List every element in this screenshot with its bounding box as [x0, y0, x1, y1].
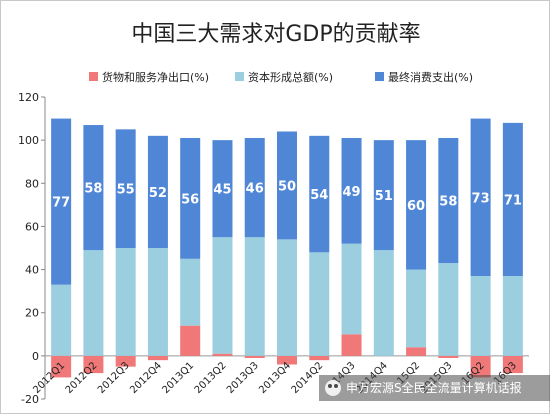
- bar-segment: [244, 355, 265, 359]
- y-tick-label: -20: [21, 393, 39, 406]
- legend-label: 资本形成总额(%): [248, 70, 333, 84]
- chart-title: 中国三大需求对GDP的贡献率: [131, 22, 420, 47]
- y-tick-label: 100: [18, 134, 39, 147]
- bar-segment: [180, 137, 201, 259]
- bar-data-label: 58: [84, 182, 102, 197]
- x-tick-label: 2012Q1: [31, 360, 67, 396]
- legend-swatch: [375, 72, 384, 81]
- bar-segment: [115, 129, 136, 248]
- bar-data-label: 46: [246, 182, 264, 197]
- bar-data-label: 50: [278, 179, 296, 194]
- bar-data-label: 71: [504, 193, 522, 208]
- watermark-background: [319, 375, 550, 401]
- bar-segment: [373, 250, 394, 356]
- bar-segment: [502, 276, 523, 356]
- y-tick-label: 120: [18, 91, 39, 104]
- bar-data-label: 52: [149, 186, 167, 201]
- bar-segment: [115, 248, 136, 356]
- bar-segment: [51, 284, 72, 356]
- watermark: 申万宏源S全民全流量计算机话报: [319, 375, 550, 401]
- bar-segment: [406, 140, 427, 270]
- y-tick-label: 40: [25, 264, 39, 277]
- bar-segment: [438, 355, 459, 359]
- y-tick-label: 80: [25, 177, 39, 190]
- bar-segment: [276, 131, 298, 240]
- watermark-text: 申万宏源S全民全流量计算机话报: [346, 380, 522, 395]
- bar-segment: [83, 355, 104, 374]
- bar-segment: [51, 355, 72, 378]
- bar-segment: [502, 122, 523, 277]
- bar-segment: [244, 237, 265, 356]
- bar-segment: [341, 334, 362, 356]
- bar-segment: [276, 355, 298, 365]
- bar-segment: [373, 140, 394, 251]
- bar-segment: [83, 125, 104, 251]
- bar-segment: [212, 353, 233, 356]
- x-tick-label: 2013Q3: [225, 360, 261, 396]
- bar-data-label: 58: [439, 195, 457, 210]
- legend-label: 最终消费支出(%): [388, 70, 473, 84]
- bars: [51, 118, 523, 378]
- bar-segment: [406, 269, 427, 348]
- bar-segment: [51, 118, 72, 285]
- bar-segment: [470, 276, 491, 356]
- bar-segment: [438, 263, 459, 356]
- data-labels: 77 58 55 52 56 45 46 50 54 49 51 60 58 73 71: [52, 179, 522, 213]
- bar-data-label: 60: [407, 199, 425, 214]
- y-tick-label: 0: [32, 350, 39, 363]
- bar-data-label: 49: [342, 185, 360, 200]
- legend-swatch: [235, 72, 244, 81]
- bar-segment: [502, 355, 523, 374]
- bar-data-label: 73: [472, 191, 490, 206]
- bar-segment: [212, 140, 233, 238]
- legend-swatch: [89, 72, 98, 81]
- watermark-logo-icon: [325, 380, 341, 396]
- bar-segment: [83, 250, 104, 356]
- y-tick-label: 20: [25, 307, 39, 320]
- bar-segment: [244, 137, 265, 238]
- bar-data-label: 55: [117, 183, 135, 198]
- legend-label: 货物和服务净出口(%): [102, 70, 209, 84]
- bar-segment: [309, 355, 330, 361]
- bar-segment: [309, 252, 330, 356]
- bar-segment: [341, 243, 362, 335]
- bar-segment: [438, 137, 459, 264]
- bar-segment: [470, 118, 491, 277]
- bar-segment: [147, 355, 168, 361]
- bar-segment: [276, 239, 298, 356]
- x-tick-label: 2013Q1: [160, 360, 196, 396]
- bar-segment: [309, 135, 330, 253]
- bar-data-label: 54: [310, 188, 328, 203]
- bar-data-label: 45: [213, 183, 231, 198]
- bar-data-label: 56: [181, 192, 199, 207]
- x-tick-label: 2013Q2: [193, 360, 229, 396]
- bar-segment: [212, 237, 233, 354]
- bar-segment: [180, 325, 201, 356]
- x-tick-label: 2013Q4: [257, 360, 293, 396]
- bar-segment: [147, 135, 168, 248]
- y-tick-label: 60: [25, 220, 39, 233]
- bar-segment: [406, 347, 427, 356]
- bar-segment: [470, 355, 491, 378]
- bar-segment: [147, 248, 168, 356]
- bar-segment: [341, 137, 362, 244]
- legend: 货物和服务净出口(%) 资本形成总额(%) 最终消费支出(%): [89, 70, 473, 84]
- bar-data-label: 77: [52, 196, 70, 211]
- bar-segment: [180, 258, 201, 326]
- bar-segment: [115, 355, 136, 367]
- bar-data-label: 51: [375, 189, 393, 204]
